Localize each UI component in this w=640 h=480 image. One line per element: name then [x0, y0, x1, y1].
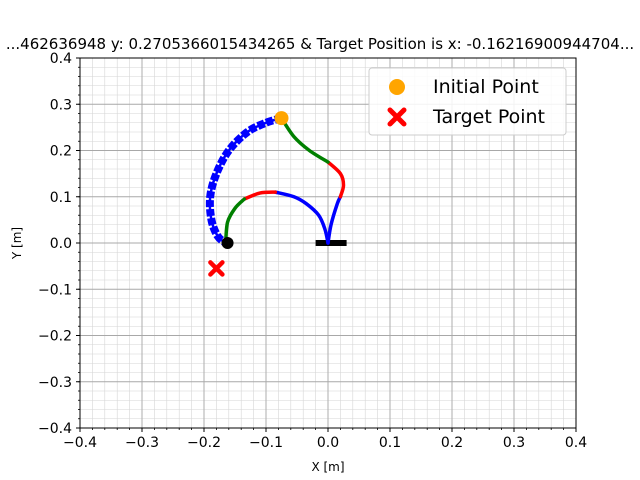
markers-group	[208, 111, 289, 277]
legend-initial-point-label: Initial Point	[433, 76, 539, 98]
x-stroke	[208, 260, 225, 277]
y-tick-label: 0.3	[50, 97, 72, 113]
x-tick-label: −0.4	[63, 435, 97, 451]
legend-target-point-label: Target Point	[432, 106, 545, 128]
series-group	[205, 114, 347, 247]
x-tick-label: 0.0	[317, 435, 339, 451]
y-axis-label: Y [m]	[10, 227, 24, 260]
x-tick-label: −0.2	[187, 435, 221, 451]
trajectory-core	[208, 116, 282, 244]
arm-segment-1	[242, 190, 278, 201]
x-tick-label: −0.1	[249, 435, 283, 451]
y-tick-label: −0.4	[38, 421, 72, 437]
x-tick-label: 0.2	[441, 435, 463, 451]
legend: Initial Point Target Point	[368, 67, 567, 136]
legend-initial-point-marker	[389, 79, 405, 95]
arm-segment-0	[273, 190, 330, 245]
x-tick-label: 0.1	[379, 435, 401, 451]
y-tick-label: −0.3	[38, 375, 72, 391]
x-tick-label: −0.3	[125, 435, 159, 451]
legend-target-point-marker	[387, 107, 407, 127]
end-effector-marker	[221, 237, 234, 249]
y-tick-label: −0.2	[38, 329, 72, 345]
legend-box	[368, 67, 567, 136]
arm-segment-5	[279, 116, 330, 164]
ticks-group: −0.4 −0.3 −0.2 −0.1 0.0 0.1 0.2 0.3 0.4 −0.4 −0.3 −…	[38, 51, 587, 451]
x-axis-label: X [m]	[311, 460, 344, 474]
y-tick-label: −0.1	[38, 282, 72, 298]
arm-segment-2	[223, 197, 247, 245]
target-point-marker	[208, 260, 225, 277]
chart-title: ...462636948 y: 0.2705366015434265 & Tar…	[6, 35, 634, 53]
x-tick-label: 0.3	[503, 435, 525, 451]
initial-point-marker	[274, 111, 289, 126]
arm-segment-4	[326, 160, 346, 199]
y-tick-label: 0.4	[50, 51, 72, 67]
y-tick-label: 0.1	[50, 190, 72, 206]
x-tick-label: 0.4	[565, 435, 587, 451]
y-tick-label: 0.0	[50, 236, 72, 252]
arm-segment-3	[326, 195, 343, 245]
y-tick-label: 0.2	[50, 144, 72, 160]
